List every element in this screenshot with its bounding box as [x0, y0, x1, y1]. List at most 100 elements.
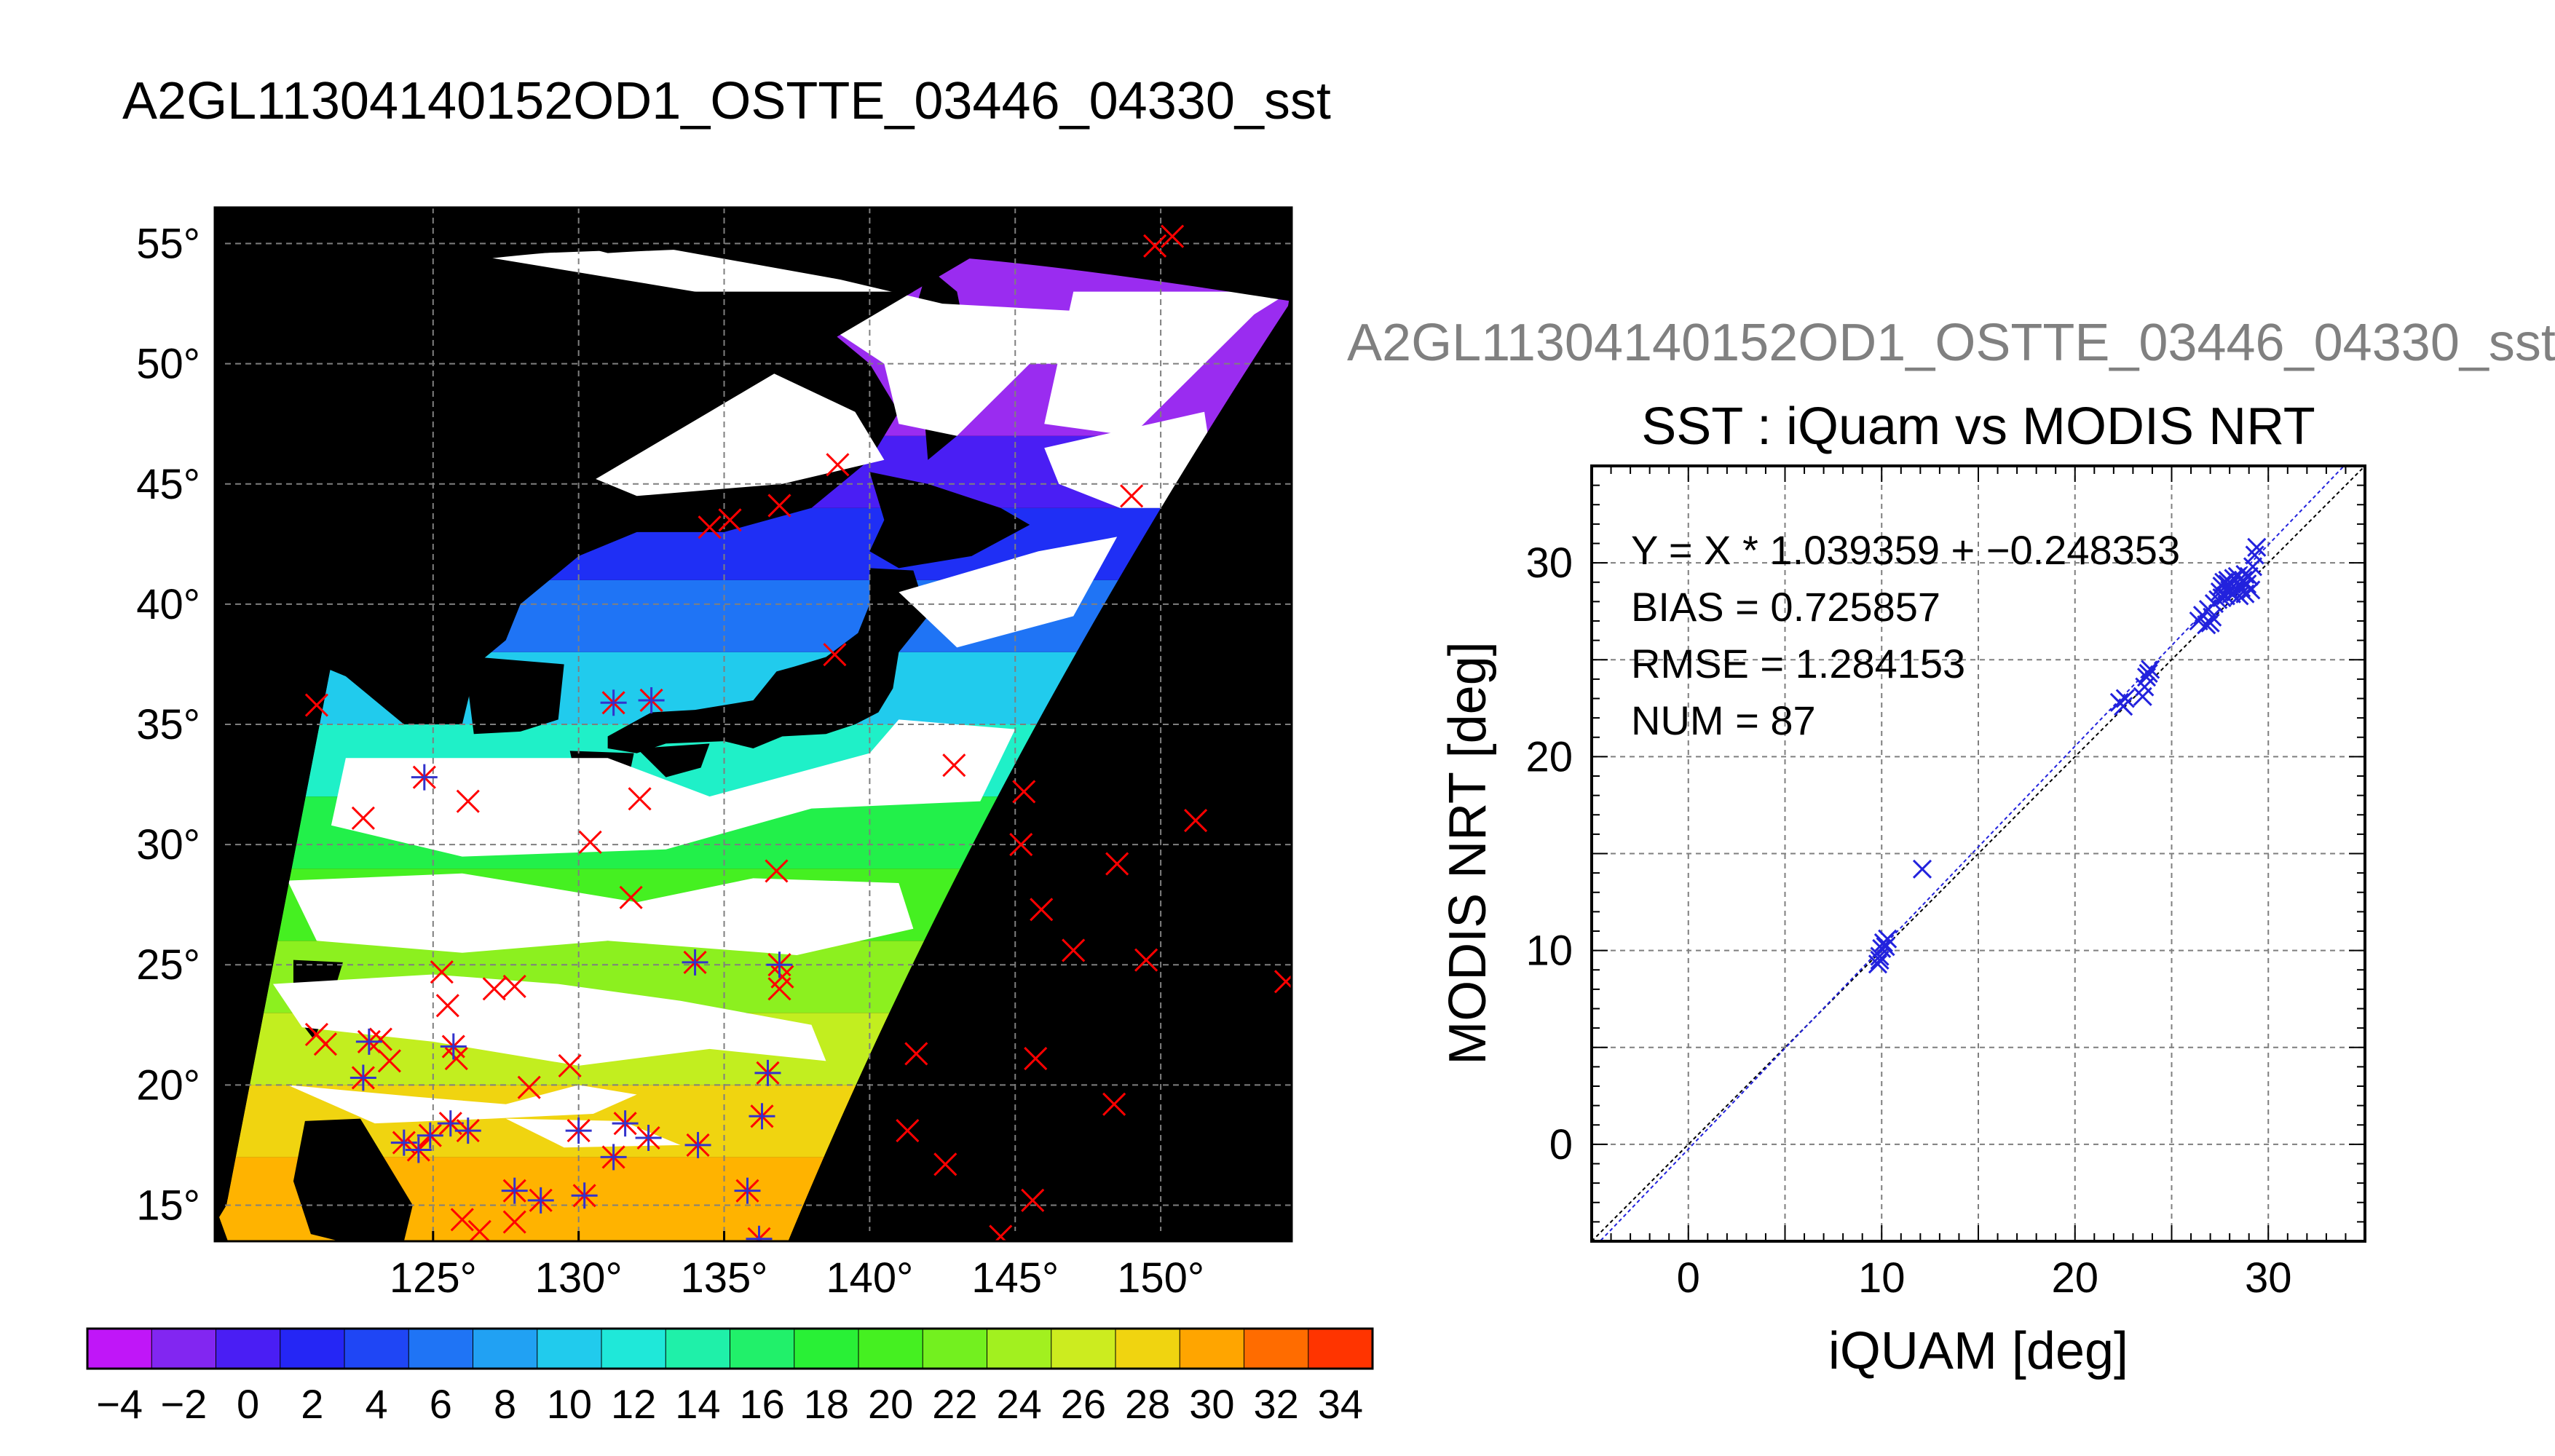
- colorbar-cell: [858, 1328, 924, 1369]
- colorbar-tick-labels: −4 −2 0 2 4 6 8 10 12 14 16 18 20 22 24 26 28 30 32 34: [96, 1381, 1363, 1427]
- buoy-marker-red: [502, 1210, 526, 1234]
- lat-tick-label: 55°: [136, 221, 200, 268]
- buoy-marker-red: [444, 1046, 468, 1071]
- land-area: [636, 743, 710, 778]
- scatter-point: [2235, 565, 2255, 585]
- scatter-point: [1870, 950, 1889, 970]
- colorbar-tick-label: 28: [1125, 1381, 1170, 1427]
- scatter-point: [2222, 584, 2241, 604]
- colorbar-cells: [87, 1328, 1373, 1369]
- colorbar-tick-label: 2: [301, 1381, 323, 1427]
- lon-tick-label: 130°: [535, 1254, 623, 1302]
- scatter-annotations: Y = X * 1.039359 + −0.248353 BIAS = 0.725…: [1631, 527, 2180, 743]
- colorbar-cell: [1308, 1328, 1373, 1369]
- map-tick-labels: 125° 130° 135° 140° 145° 150° 55° 50° 45° 40° 35° 3…: [136, 221, 1204, 1302]
- colorbar-cell: [280, 1328, 345, 1369]
- cloud-mask: [215, 207, 1292, 1241]
- lon-tick-label: 150°: [1117, 1254, 1204, 1302]
- outside-swath-east: [788, 298, 1292, 1241]
- scatter-filename-title: A2GL11304140152OD1_OSTTE_03446_04330_sst: [1347, 314, 2555, 372]
- y-tick-label: 0: [1549, 1121, 1573, 1168]
- buoy-marker-red: [1105, 852, 1129, 876]
- buoy-marker-red: [313, 1032, 337, 1056]
- colorbar-cell: [730, 1328, 795, 1369]
- colorbar-cell: [151, 1328, 217, 1369]
- buoy-marker-red: [1273, 974, 1292, 994]
- x-tick-label: 0: [1677, 1254, 1700, 1302]
- colorbar-tick-label: −4: [96, 1381, 143, 1427]
- land-area: [467, 657, 564, 735]
- colorbar-cell: [987, 1328, 1052, 1369]
- colorbar-cell: [344, 1328, 410, 1369]
- colorbar-tick-label: 8: [494, 1381, 516, 1427]
- lon-tick-label: 125°: [390, 1254, 477, 1302]
- buoy-marker-red: [435, 994, 459, 1018]
- sst-map: 125° 130° 135° 140° 145° 150° 55° 50° 45° 40° 35° 3…: [136, 206, 1293, 1302]
- sst-colorbar: −4 −2 0 2 4 6 8 10 12 14 16 18 20 22 24 26 28 30 32 34: [86, 1327, 1374, 1427]
- scatter-point: [2245, 545, 2264, 565]
- buoy-marker-red: [377, 1049, 401, 1073]
- lat-tick-label: 15°: [136, 1182, 200, 1229]
- buoy-marker-red: [482, 977, 506, 1001]
- cloud-patch: [287, 1085, 637, 1124]
- buoy-marker-red: [823, 643, 847, 667]
- buoy-marker-red: [502, 974, 526, 999]
- colorbar-cell: [601, 1328, 667, 1369]
- scatter-point: [2139, 663, 2158, 683]
- y-tick-label: 20: [1525, 733, 1573, 780]
- lat-tick-label: 45°: [136, 461, 200, 508]
- buoy-marker-red: [1024, 1046, 1048, 1071]
- scatter-point: [2247, 537, 2267, 557]
- colorbar-cell: [665, 1328, 731, 1369]
- colorbar-tick-label: 20: [868, 1381, 913, 1427]
- buoy-marker-red: [1012, 780, 1036, 804]
- buoy-marker-red: [1184, 809, 1208, 833]
- outside-swath-north: [215, 207, 1292, 301]
- scatter-title: SST : iQuam vs MODIS NRT: [1641, 397, 2315, 456]
- x-tick-label: 30: [2245, 1254, 2292, 1302]
- y-tick-label: 10: [1525, 927, 1573, 975]
- buoy-marker-red: [517, 1075, 541, 1099]
- stat-annotation: RMSE = 1.284153: [1631, 641, 1965, 687]
- colorbar-cell: [537, 1328, 602, 1369]
- buoy-marker-red: [1102, 1092, 1126, 1116]
- scatter-grid: [1592, 466, 2365, 1241]
- buoy-marker-red: [1143, 234, 1167, 258]
- buoy-marker-red: [770, 965, 794, 989]
- cloud-patch: [899, 537, 1118, 648]
- scatter-point: [1868, 954, 1888, 974]
- scatter-point: [2237, 574, 2257, 594]
- buoy-marker-red: [933, 1152, 957, 1176]
- colorbar-tick-label: 32: [1253, 1381, 1298, 1427]
- buoy-marker-red: [619, 885, 643, 909]
- colorbar-tick-label: 16: [739, 1381, 784, 1427]
- buoy-marker-red: [456, 789, 480, 813]
- scatter-point: [1870, 946, 1889, 966]
- buoy-marker-red: [351, 806, 375, 830]
- lat-tick-label: 40°: [136, 581, 200, 628]
- colorbar-cell: [216, 1328, 281, 1369]
- stat-annotation: BIAS = 0.725857: [1631, 584, 1940, 630]
- scatter-point: [2203, 607, 2222, 627]
- colorbar-tick-label: 10: [547, 1381, 592, 1427]
- buoy-marker-red: [1120, 484, 1144, 508]
- scatter-point: [1912, 859, 1932, 879]
- scatter-point: [1872, 938, 1892, 959]
- colorbar-tick-label: 4: [366, 1381, 388, 1427]
- buoy-marker-red: [896, 1119, 920, 1143]
- cloud-patch: [272, 974, 826, 1066]
- outside-swath-west: [215, 291, 914, 1241]
- buoy-marker-red: [430, 960, 454, 984]
- colorbar-cell: [1051, 1328, 1116, 1369]
- lat-tick-label: 50°: [136, 341, 200, 388]
- y-axis-label: MODIS NRT [deg]: [1439, 641, 1497, 1065]
- buoy-marker-red: [1030, 898, 1054, 922]
- lon-tick-label: 135°: [681, 1254, 768, 1302]
- buoy-marker-red: [450, 1208, 474, 1232]
- scatter-point: [1876, 937, 1895, 957]
- colorbar-tick-label: 14: [675, 1381, 720, 1427]
- buoy-marker-red: [698, 515, 722, 539]
- land-area: [869, 472, 1030, 569]
- buoy-marker-red: [578, 830, 602, 854]
